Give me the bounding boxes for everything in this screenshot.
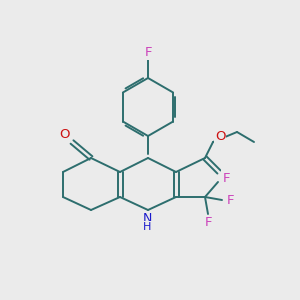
Text: O: O [59, 128, 69, 142]
Text: H: H [143, 222, 151, 232]
Text: O: O [215, 130, 225, 142]
Text: O: O [222, 170, 232, 184]
Text: N: N [142, 212, 152, 226]
Text: F: F [223, 172, 231, 184]
Text: F: F [144, 46, 152, 59]
Text: F: F [205, 217, 213, 230]
Text: F: F [227, 194, 235, 206]
